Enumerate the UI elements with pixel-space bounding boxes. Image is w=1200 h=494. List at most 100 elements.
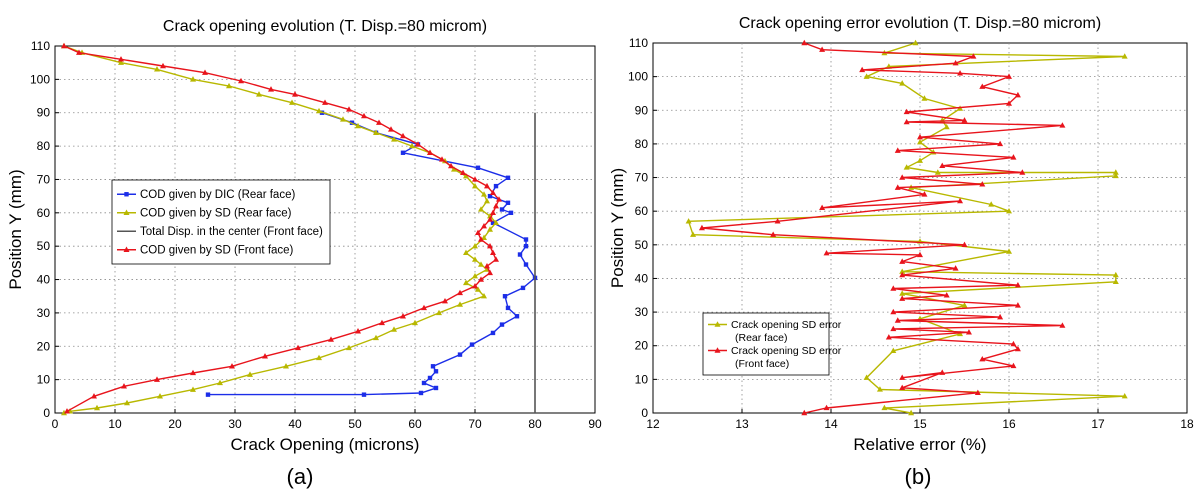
- data-point: [917, 139, 923, 145]
- data-point: [124, 399, 130, 406]
- legend-label: Total Disp. in the center (Front face): [140, 226, 323, 238]
- data-point: [421, 304, 427, 311]
- data-point: [943, 292, 950, 298]
- data-point: [64, 408, 70, 414]
- data-point: [316, 107, 322, 114]
- legend: COD given by DIC (Rear face) COD given by…: [111, 179, 331, 265]
- data-point: [412, 319, 418, 326]
- data-point: [885, 334, 892, 340]
- data-point: [421, 380, 427, 386]
- x-tick-label: 12: [646, 417, 660, 431]
- data-point: [496, 196, 502, 202]
- data-point: [490, 220, 496, 226]
- data-point: [1006, 73, 1012, 79]
- data-point: [1006, 100, 1012, 106]
- data-point: [229, 363, 235, 369]
- data-point: [457, 301, 463, 307]
- legend-label: Crack opening SD error: [731, 345, 842, 357]
- data-point: [439, 156, 445, 162]
- data-point: [970, 53, 977, 59]
- data-point: [823, 250, 830, 256]
- data-point: [505, 175, 511, 180]
- data-point: [463, 279, 469, 286]
- data-point: [1059, 322, 1066, 328]
- data-point: [957, 70, 964, 76]
- data-point: [899, 174, 906, 180]
- data-point: [457, 352, 463, 357]
- data-point: [517, 252, 523, 257]
- data-point: [373, 129, 379, 135]
- y-tick-label: 100: [628, 70, 648, 84]
- x-tick-label: 40: [288, 417, 302, 431]
- data-point: [469, 342, 475, 347]
- y-tick-label: 110: [629, 36, 648, 50]
- series-4: [61, 42, 502, 414]
- data-point: [921, 191, 928, 197]
- x-tick-label: 30: [228, 417, 242, 431]
- data-point: [160, 62, 166, 69]
- x-tick-label: 90: [588, 417, 602, 431]
- data-point: [974, 389, 981, 396]
- y-tick-label: 30: [37, 306, 51, 320]
- data-point: [890, 347, 897, 353]
- x-tick-label: 70: [468, 417, 482, 431]
- data-point: [475, 229, 481, 236]
- data-point: [499, 322, 505, 327]
- data-point: [478, 276, 484, 282]
- data-point: [939, 162, 946, 168]
- data-point: [379, 319, 385, 326]
- data-point: [94, 404, 100, 411]
- data-point: [121, 383, 127, 389]
- y-tick-label: 10: [37, 373, 51, 387]
- legend-marker: [123, 209, 130, 215]
- data-point: [154, 66, 160, 72]
- data-point: [487, 193, 493, 199]
- data-point: [355, 328, 361, 334]
- data-point: [508, 210, 514, 216]
- data-point: [801, 39, 808, 46]
- data-point: [952, 59, 959, 66]
- data-point: [487, 269, 493, 276]
- data-point: [1059, 122, 1066, 128]
- data-point: [1014, 345, 1021, 352]
- data-point: [490, 189, 496, 195]
- data-point: [442, 298, 448, 304]
- data-point: [819, 46, 826, 52]
- data-point: [484, 197, 490, 204]
- y-tick-label: 80: [37, 139, 51, 153]
- data-point: [997, 313, 1004, 320]
- data-point: [1006, 207, 1012, 214]
- data-point: [899, 374, 906, 380]
- y-tick-label: 60: [635, 204, 649, 218]
- data-point: [61, 42, 67, 49]
- data-point: [819, 204, 826, 211]
- data-point: [427, 375, 433, 381]
- data-point: [957, 197, 964, 204]
- data-point: [1121, 392, 1128, 399]
- x-tick-label: 14: [824, 417, 838, 431]
- data-point: [903, 108, 910, 115]
- data-point: [448, 162, 454, 169]
- chart-title: Crack opening evolution (T. Disp.=80 mic…: [163, 18, 487, 35]
- legend-label: (Front face): [735, 358, 789, 370]
- data-point: [899, 295, 906, 301]
- data-point: [523, 237, 529, 242]
- y-tick-label: 20: [37, 339, 51, 353]
- data-point: [481, 234, 487, 241]
- data-point: [295, 344, 301, 351]
- data-point: [823, 404, 830, 411]
- data-point: [912, 39, 919, 46]
- data-point: [346, 344, 352, 351]
- data-point: [917, 157, 923, 163]
- series-line: [208, 112, 536, 396]
- data-point: [226, 82, 232, 89]
- legend-box: [111, 179, 331, 265]
- data-point: [460, 169, 466, 175]
- data-point: [283, 363, 289, 369]
- data-point: [463, 172, 469, 179]
- data-point: [961, 302, 968, 308]
- data-point: [499, 207, 505, 212]
- panel-a-caption: (a): [287, 464, 314, 489]
- data-point: [262, 353, 268, 359]
